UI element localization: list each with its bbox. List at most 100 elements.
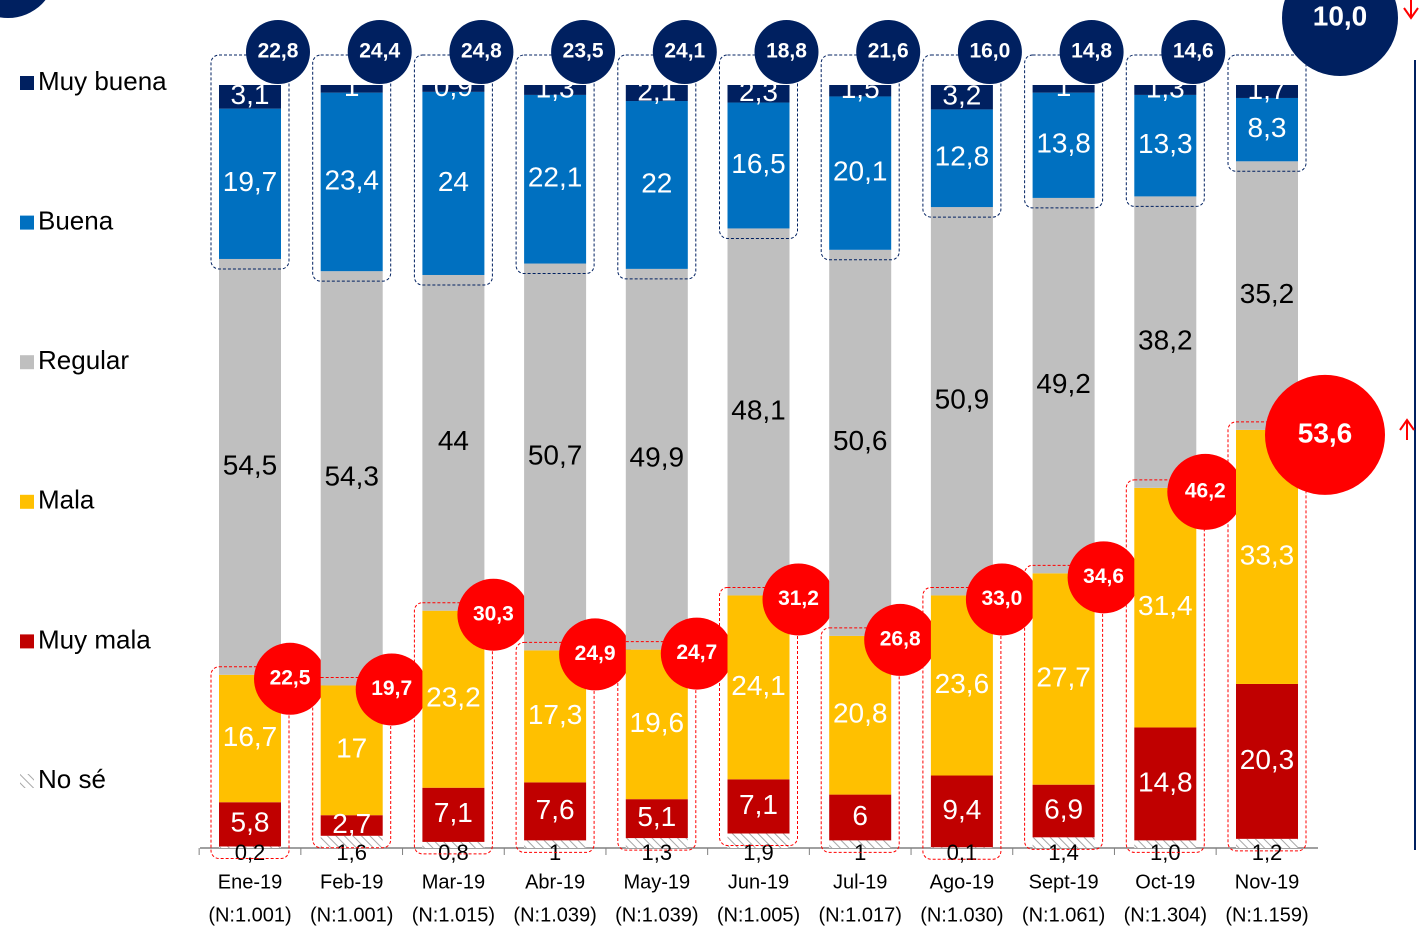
positive-total-label: 24,1 <box>664 40 705 63</box>
negative-total-label: 31,2 <box>778 587 819 610</box>
bar-segment <box>930 775 993 848</box>
value-label: 23,2 <box>426 682 481 713</box>
value-label: 31,4 <box>1138 590 1193 621</box>
positive-total-bubble <box>754 20 819 84</box>
bar-segment <box>524 840 587 848</box>
value-label: 6,9 <box>1044 793 1083 824</box>
value-label: 6 <box>852 800 868 831</box>
negative-box <box>515 641 595 853</box>
value-label: 38,2 <box>1138 325 1193 356</box>
value-label: 16,5 <box>731 148 786 179</box>
positive-total-bubble <box>347 20 412 84</box>
negative-total-bubble <box>254 642 326 715</box>
bar-segment <box>1032 784 1095 838</box>
x-tick-label: Oct-19 <box>1135 871 1195 893</box>
value-label: 50,7 <box>528 439 583 470</box>
negative-box <box>719 586 798 847</box>
negative-total-label: 24,7 <box>676 641 717 664</box>
value-label: 7,1 <box>434 797 473 828</box>
negative-box <box>1024 564 1104 850</box>
bar-segment <box>1134 94 1197 197</box>
legend-label: Muy buena <box>38 66 167 96</box>
bar-segment <box>930 207 993 596</box>
positive-total-label: 16,0 <box>969 40 1010 63</box>
bar-segment <box>1032 197 1095 574</box>
bar-segment <box>1236 85 1298 98</box>
bar-segment <box>829 96 892 250</box>
value-label: 23,6 <box>935 668 990 699</box>
value-label: 17,3 <box>528 699 583 730</box>
negative-total-bubble <box>559 618 632 691</box>
x-tick-label: Nov-19 <box>1235 871 1299 893</box>
value-label: 5,1 <box>637 801 676 832</box>
value-label: 27,7 <box>1036 661 1091 692</box>
value-label: 1,3 <box>642 840 673 865</box>
positive-total-bubble <box>856 20 921 84</box>
bar-segment <box>1134 840 1197 848</box>
legend-swatch <box>20 774 34 788</box>
bar-segment <box>1032 92 1095 198</box>
bar-segment <box>829 840 892 848</box>
positive-total-label: 23,5 <box>563 40 604 63</box>
positive-total-label: 24,4 <box>359 40 400 63</box>
negative-box <box>820 627 900 853</box>
value-label: 14,8 <box>1138 766 1193 797</box>
bar-segment <box>422 787 485 842</box>
negative-total-bubble <box>965 563 1038 636</box>
legend-label: Buena <box>38 205 114 235</box>
legend-label: Muy mala <box>38 624 151 654</box>
bar-segment <box>422 841 485 848</box>
value-label: 1,2 <box>1252 840 1283 865</box>
legend-swatch <box>20 76 34 90</box>
bar-segment <box>422 274 485 611</box>
negative-total-label: 30,3 <box>473 602 514 625</box>
bar-segment <box>1134 196 1197 488</box>
bar-segment <box>1032 85 1095 93</box>
value-label: 44 <box>438 425 469 456</box>
positive-total-bubble <box>246 20 310 84</box>
positive-total-bubble <box>1161 20 1226 84</box>
negative-total-bubble <box>660 617 733 690</box>
negative-box <box>210 666 290 859</box>
positive-total-label: 10,0 <box>1313 0 1368 31</box>
value-label: 1,7 <box>1248 74 1287 105</box>
x-tick-label: Ene-19 <box>218 871 283 893</box>
x-tick-label: Jun-19 <box>728 871 789 893</box>
bar-segment <box>625 101 688 269</box>
value-label: 17 <box>336 733 367 764</box>
value-label: 7,1 <box>739 789 778 820</box>
value-label: 13,8 <box>1036 128 1091 159</box>
bar-segment <box>1236 683 1298 839</box>
positive-total-label: 18,8 <box>766 40 807 63</box>
positive-total-bubble <box>449 20 514 84</box>
bar-segment <box>1236 838 1298 848</box>
negative-total-label: 22,5 <box>270 666 311 689</box>
value-label: 5,8 <box>231 807 270 838</box>
positive-total-label: 24,8 <box>461 40 502 63</box>
bar-segment <box>930 847 993 848</box>
positive-total-label: 21,6 <box>868 40 909 63</box>
value-label: 2,3 <box>739 76 778 107</box>
value-label: 19,6 <box>630 707 685 738</box>
bar-segment <box>829 249 892 636</box>
value-label: 1,4 <box>1048 840 1079 865</box>
negative-box <box>413 602 493 855</box>
value-label: 3,1 <box>231 79 270 110</box>
x-tick-sublabel: (N:1.005) <box>717 904 800 926</box>
bar-segment <box>219 258 281 675</box>
legend-swatch <box>20 634 34 649</box>
positive-total-label: 14,8 <box>1071 40 1112 63</box>
bar-segment <box>829 794 892 841</box>
x-tick-sublabel: (N:1.001) <box>208 904 291 926</box>
x-tick-sublabel: (N:1.159) <box>1225 904 1308 926</box>
value-label: 8,3 <box>1248 112 1287 143</box>
bar-segment <box>320 85 383 93</box>
value-label: 0,2 <box>235 840 266 865</box>
x-tick-sublabel: (N:1.039) <box>615 904 698 926</box>
bar-segment <box>1134 487 1197 728</box>
legend-label: No sé <box>38 764 106 794</box>
bar-segment <box>320 92 383 272</box>
value-label: 3,2 <box>942 80 981 111</box>
value-label: 33,3 <box>1240 539 1295 570</box>
value-label: 2,1 <box>637 75 676 106</box>
